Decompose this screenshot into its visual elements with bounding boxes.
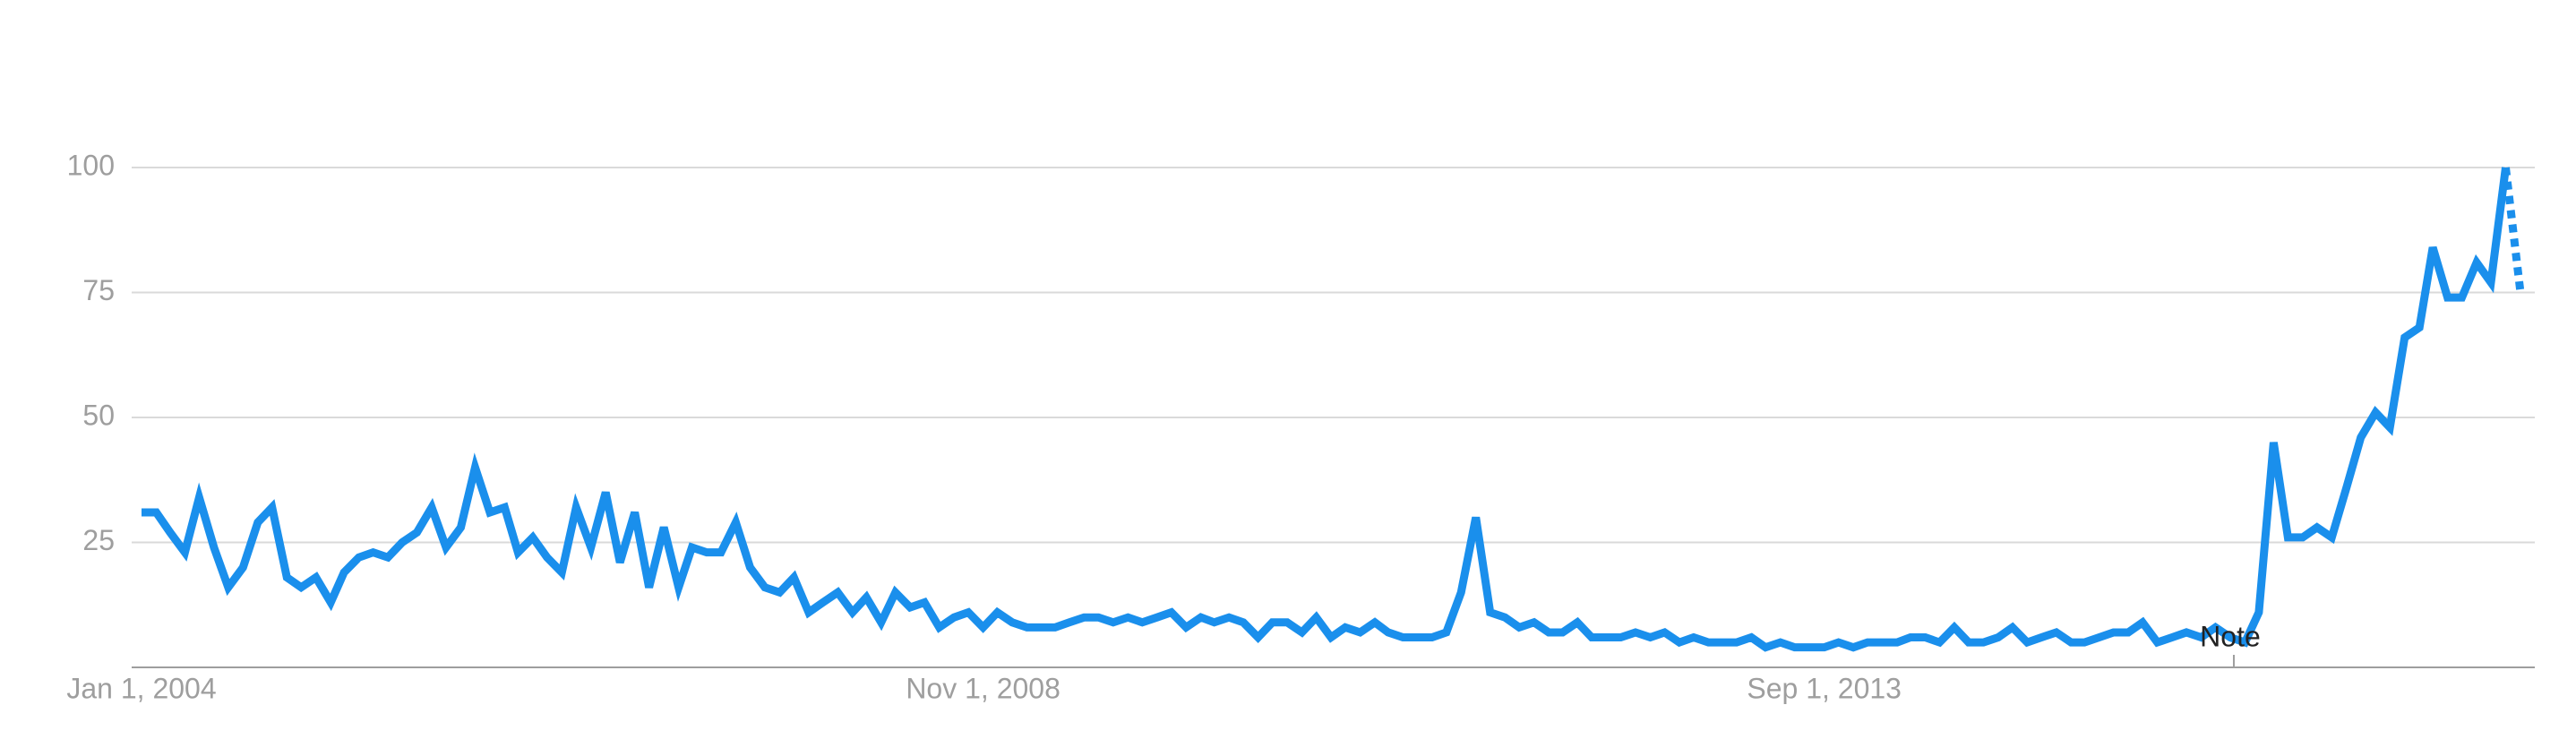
- y-tick-label: 25: [82, 524, 115, 556]
- partial-line: [2502, 167, 2525, 294]
- x-tick-label: Nov 1, 2008: [906, 672, 1060, 704]
- trend-line: [142, 167, 2510, 652]
- y-tick-label: 50: [82, 399, 115, 431]
- x-tick-label: Jan 1, 2004: [66, 672, 216, 704]
- x-tick-label: Sep 1, 2013: [1747, 672, 1902, 704]
- y-tick-label: 75: [82, 274, 115, 306]
- y-tick-label: 100: [67, 149, 115, 181]
- note-label: Note: [2200, 620, 2261, 652]
